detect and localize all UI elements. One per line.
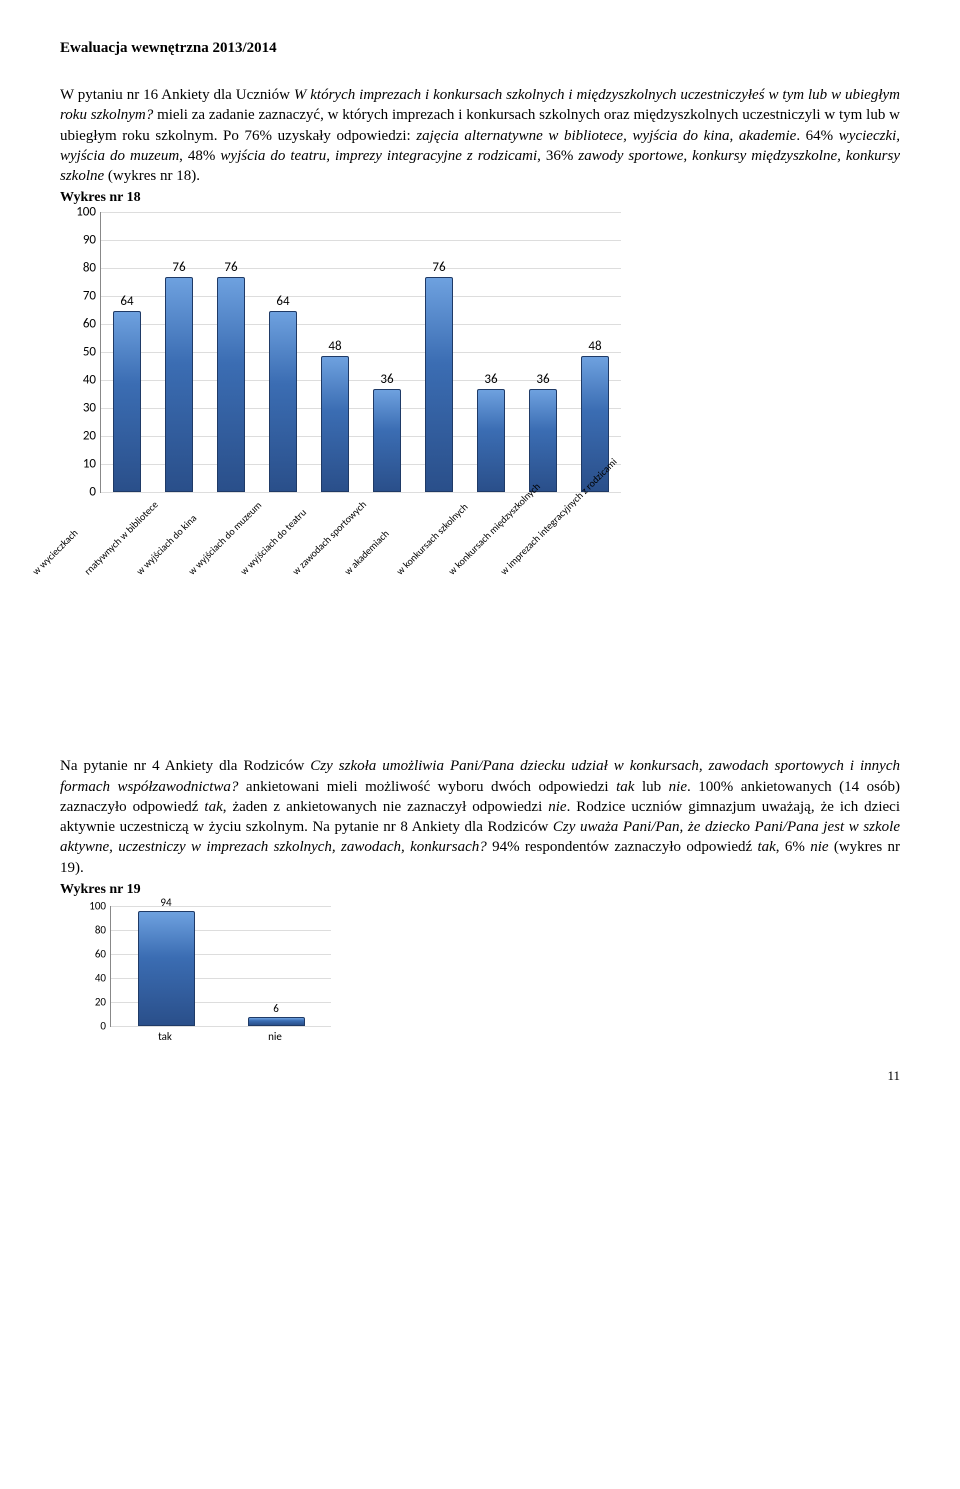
y-tick-label: 0 [68, 485, 96, 500]
bar-wrap: 64 [263, 294, 303, 492]
italic-run: zajęcia alternatywne w bibliotece, wyjśc… [416, 128, 796, 144]
bar-wrap: 76 [419, 260, 459, 492]
bar-wrap: 36 [367, 372, 407, 492]
chart-18: 64 76 76 64 48 36 76 36 36 48 0 10 20 30 40 50 60 70 80 90… [70, 212, 630, 732]
bar-value-label: 36 [380, 372, 393, 387]
paragraph-2: Na pytanie nr 4 Ankiety dla Rodziców Czy… [60, 756, 900, 878]
y-tick-label: 40 [68, 373, 96, 388]
x-category-label: w wyjściach do teatru [237, 540, 274, 577]
y-tick-label: 100 [80, 899, 106, 912]
bar-value-label: 6 [273, 1002, 279, 1015]
text-run: . 64% [796, 128, 838, 144]
x-category-label: w konkursach międzyszkolnych [445, 540, 482, 577]
bars-container: 946 [111, 906, 331, 1026]
text-run: , żaden z ankietowanych nie zaznaczył od… [223, 799, 549, 815]
y-tick-label: 80 [80, 923, 106, 936]
bar [165, 277, 193, 492]
y-tick-label: 80 [68, 261, 96, 276]
x-category-label: w konkursach szkolnych [393, 540, 430, 577]
bar-value-label: 94 [160, 896, 171, 909]
italic-run: tak [616, 779, 634, 795]
bar [529, 389, 557, 492]
italic-run: nie [548, 799, 566, 815]
bar-wrap: 36 [523, 372, 563, 492]
gridline [101, 492, 621, 493]
text-run: , 6% [776, 839, 810, 855]
chart-19: 946 020406080100 taknie [80, 906, 340, 1056]
bars-container: 64 76 76 64 48 36 76 36 36 48 [101, 212, 621, 492]
bar [217, 277, 245, 492]
bar [425, 277, 453, 492]
bar-value-label: 48 [588, 339, 601, 354]
text-run: Na pytanie nr 4 Ankiety dla Rodziców [60, 758, 310, 774]
y-tick-label: 20 [68, 429, 96, 444]
x-category-label: w wyjściach do kina [133, 540, 170, 577]
bar [248, 1017, 305, 1026]
bar-wrap: 6 [241, 1002, 311, 1026]
bar-value-label: 36 [484, 372, 497, 387]
y-tick-label: 60 [68, 317, 96, 332]
y-tick-label: 50 [68, 345, 96, 360]
bar-value-label: 76 [224, 260, 237, 275]
x-category-label: nie [240, 1030, 310, 1043]
x-category-label: tak [130, 1030, 200, 1043]
bar [321, 356, 349, 492]
x-category-label: w zawodach sportowych [289, 540, 326, 577]
x-category-label: rnatywnych w bibliotece [81, 540, 118, 577]
bar-value-label: 76 [172, 260, 185, 275]
y-tick-label: 60 [80, 947, 106, 960]
bar-value-label: 76 [432, 260, 445, 275]
bar [113, 311, 141, 492]
bar-value-label: 64 [120, 294, 133, 309]
x-category-label: w imprezach integracyjnych z rodzicami [497, 540, 534, 577]
page-header: Ewaluacja wewnętrzna 2013/2014 [60, 40, 900, 57]
y-tick-label: 100 [68, 205, 96, 220]
bar [477, 389, 505, 492]
bar-wrap: 94 [131, 896, 201, 1026]
y-tick-label: 10 [68, 457, 96, 472]
bar [138, 911, 195, 1026]
text-run: ankietowani mieli możliwość wyboru dwóch… [238, 779, 616, 795]
text-run: W pytaniu nr 16 Ankiety dla Uczniów [60, 87, 294, 103]
text-run: (wykres nr 18). [104, 168, 200, 184]
page-number: 11 [60, 1068, 900, 1084]
x-category-label: w wyjściach do muzeum [185, 540, 222, 577]
text-run: , 48% [179, 148, 220, 164]
chart18-title: Wykres nr 18 [60, 190, 900, 206]
text-run: 94% respondentów zaznaczyło odpowiedź [487, 839, 758, 855]
y-tick-label: 90 [68, 233, 96, 248]
y-tick-label: 30 [68, 401, 96, 416]
bar-value-label: 48 [328, 339, 341, 354]
bar [269, 311, 297, 492]
bar-wrap: 48 [315, 339, 355, 492]
y-tick-label: 0 [80, 1019, 106, 1032]
bar [373, 389, 401, 492]
paragraph-1: W pytaniu nr 16 Ankiety dla Uczniów W kt… [60, 85, 900, 186]
italic-run: tak [757, 839, 775, 855]
gridline [111, 1026, 331, 1027]
italic-run: nie [810, 839, 828, 855]
y-tick-label: 70 [68, 289, 96, 304]
y-tick-label: 40 [80, 971, 106, 984]
bar-wrap: 76 [211, 260, 251, 492]
x-category-label: w akademiach [341, 540, 378, 577]
text-run: , 36% [537, 148, 578, 164]
bar-wrap: 76 [159, 260, 199, 492]
y-tick-label: 20 [80, 995, 106, 1008]
bar-wrap: 64 [107, 294, 147, 492]
bar-wrap: 36 [471, 372, 511, 492]
bar-value-label: 64 [276, 294, 289, 309]
bar-value-label: 36 [536, 372, 549, 387]
x-category-label: w wycieczkach [29, 540, 66, 577]
italic-run: nie [669, 779, 687, 795]
italic-run: wyjścia do teatru, imprezy integracyjne … [220, 148, 537, 164]
italic-run: tak [204, 799, 222, 815]
text-run: lub [634, 779, 668, 795]
